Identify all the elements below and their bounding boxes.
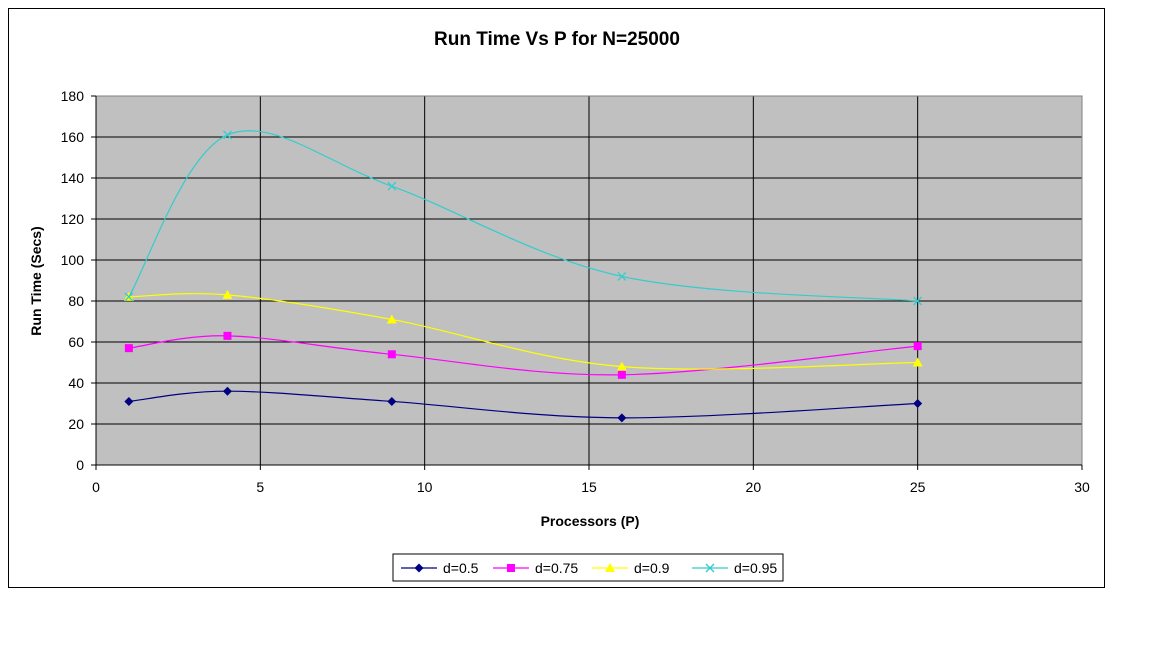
x-tick-label: 25 (910, 479, 926, 495)
series-d=0.9 (123, 289, 923, 371)
legend-label: d=0.95 (734, 560, 777, 576)
y-tick-label: 100 (61, 252, 85, 268)
legend-label: d=0.75 (535, 560, 578, 576)
axes (91, 95, 1083, 470)
data-point (617, 271, 627, 281)
series-d=0.75 (124, 331, 922, 379)
y-tick-label: 80 (68, 293, 84, 309)
chart-frame: Run Time Vs P for N=25000 0 20 40 60 80 100 12… (8, 8, 1105, 588)
data-point (223, 130, 232, 140)
y-tick-label: 120 (61, 211, 85, 227)
legend-marker (414, 563, 424, 573)
x-tick-label: 20 (746, 479, 762, 495)
y-axis-label: Run Time (Secs) (28, 226, 44, 335)
data-point (913, 342, 922, 351)
data-point (616, 361, 627, 371)
data-point (912, 357, 923, 367)
x-tick-label: 0 (92, 479, 100, 495)
marker-stroke (223, 130, 232, 140)
x-tick-label: 30 (1074, 479, 1090, 495)
legend-marker (705, 563, 715, 573)
legend-marker (605, 563, 615, 572)
legend-label: d=0.5 (443, 560, 479, 576)
y-tick-label: 20 (68, 416, 84, 432)
data-point (387, 350, 396, 359)
x-axis-label: Processors (P) (541, 513, 640, 529)
chart-svg: Run Time Vs P for N=25000 02040608010012… (28, 29, 1090, 582)
tick-labels: 0 20 40 60 80 100 120 140 160 180 0 5 10 15 20 25 30 (61, 88, 1090, 495)
data-point (223, 331, 232, 340)
legend-entry: d=0.9 (592, 560, 670, 576)
legend-marker (507, 564, 515, 572)
data-point (222, 386, 232, 396)
legend-label: d=0.9 (634, 560, 670, 576)
x-tick-label: 10 (417, 479, 433, 495)
data-point (387, 181, 397, 191)
data-point (387, 396, 397, 406)
marker-stroke (617, 271, 627, 281)
legend: d=0.5 d=0.75 d=0.9 d=0.95 (392, 553, 784, 582)
series-d=0.5 (124, 386, 923, 423)
x-tick-label: 15 (581, 479, 597, 495)
series-lines (123, 130, 923, 423)
y-tick-label: 180 (61, 88, 85, 104)
data-point (124, 292, 134, 302)
series-d=0.95 (124, 130, 923, 306)
data-point (913, 399, 923, 408)
marker-stroke (913, 296, 923, 306)
chart-title: Run Time Vs P for N=25000 (434, 29, 680, 50)
data-point (913, 296, 923, 306)
series-line (128, 335, 918, 376)
marker-stroke (705, 563, 715, 573)
series-line (128, 130, 918, 302)
data-point (124, 396, 134, 406)
data-point (617, 370, 626, 379)
y-tick-label: 60 (68, 334, 84, 350)
legend-entry: d=0.95 (692, 560, 777, 576)
y-tick-label: 0 (76, 457, 84, 473)
y-tick-label: 160 (61, 129, 85, 145)
x-tick-label: 5 (256, 479, 264, 495)
y-tick-label: 40 (68, 375, 84, 391)
data-point (222, 289, 233, 299)
data-point (124, 344, 133, 353)
legend-entry: d=0.5 (401, 560, 479, 576)
data-point (386, 314, 397, 324)
marker-stroke (387, 181, 397, 191)
data-point (617, 413, 627, 423)
marker-stroke (124, 292, 134, 302)
y-tick-label: 140 (61, 170, 85, 186)
legend-entry: d=0.75 (493, 560, 578, 576)
